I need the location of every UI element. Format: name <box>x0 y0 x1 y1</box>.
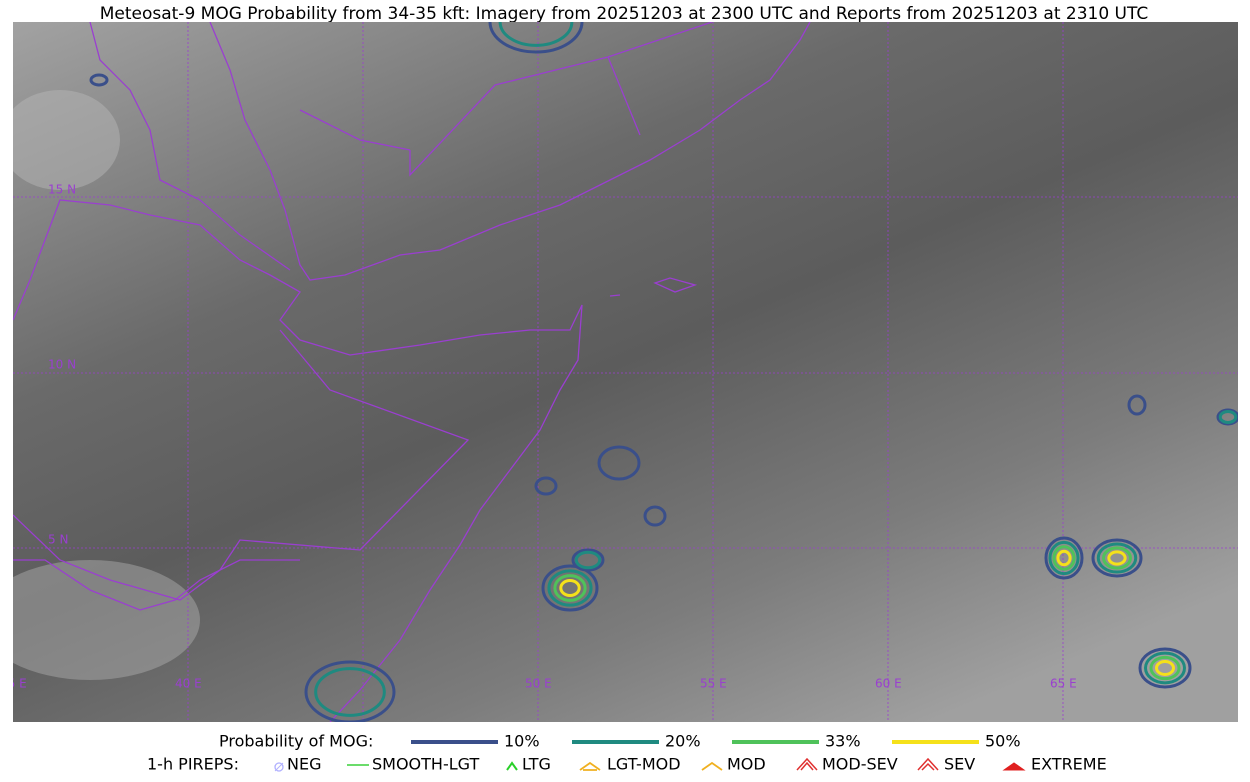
lon-label: 55 E <box>700 677 727 691</box>
contour <box>488 22 584 54</box>
satellite-image <box>13 22 1238 722</box>
contour <box>1056 549 1072 567</box>
lon-label: 60 E <box>875 677 902 691</box>
shape <box>209 22 811 281</box>
shape <box>13 559 300 611</box>
contour <box>1216 408 1238 426</box>
contour <box>1155 660 1175 676</box>
contour <box>498 22 574 47</box>
shape <box>506 761 518 771</box>
lon-label: 40 E <box>175 677 202 691</box>
contour <box>1091 538 1143 578</box>
lon-label: 35 E <box>0 677 27 691</box>
contour <box>1048 540 1080 576</box>
title: Meteosat-9 MOG Probability from 34-35 kf… <box>100 4 1149 24</box>
shape <box>609 277 698 297</box>
contour <box>559 579 581 597</box>
legend-label: 33% <box>825 732 861 751</box>
lat-label: 15 N <box>48 183 76 197</box>
lat-label: 10 N <box>48 358 76 372</box>
contour <box>1096 542 1138 574</box>
contour <box>571 548 605 572</box>
pirep-label: LTG <box>522 755 551 774</box>
shape <box>409 22 713 177</box>
shape <box>701 761 723 771</box>
pirep-label: EXTREME <box>1031 755 1107 774</box>
contour <box>1127 394 1147 416</box>
contour <box>1218 410 1238 424</box>
pireps-title: 1-h PIREPS: <box>147 755 239 774</box>
shape <box>274 762 284 772</box>
legend-title: Probability of MOG: <box>219 732 373 751</box>
shape <box>13 199 583 722</box>
contour <box>547 569 593 607</box>
contour <box>1052 545 1076 571</box>
contour <box>1149 655 1181 681</box>
pirep-label: NEG <box>287 755 321 774</box>
contour <box>574 550 602 570</box>
legend-label: 50% <box>985 732 1021 751</box>
contour <box>597 445 641 481</box>
pirep-label: SEV <box>944 755 975 774</box>
contour <box>534 476 558 496</box>
contour <box>314 667 386 717</box>
contour <box>1102 546 1132 570</box>
legend-label: 20% <box>665 732 701 751</box>
contour <box>643 505 667 527</box>
graticule: 15 N 10 N 5 N 35 E 40 E 50 E 55 E 60 E 65 E <box>0 22 1238 722</box>
contour <box>541 564 599 612</box>
contour <box>553 574 587 602</box>
pirep-label: LGT-MOD <box>607 755 681 774</box>
probability-contours <box>89 22 1238 722</box>
shape <box>13 560 200 680</box>
pirep-label: MOD-SEV <box>822 755 898 774</box>
shape <box>13 109 470 601</box>
lat-label: 5 N <box>48 533 68 547</box>
contour <box>1044 536 1084 580</box>
lon-label: 50 E <box>525 677 552 691</box>
legend-label: 10% <box>504 732 540 751</box>
legend: Probability of MOG: 1-h PIREPS: 10% 20% 33… <box>147 732 1107 774</box>
shape <box>796 757 818 771</box>
contour <box>1138 647 1192 689</box>
shape <box>13 90 120 190</box>
shape <box>1002 762 1026 771</box>
coastlines <box>13 22 811 722</box>
pirep-label: MOD <box>727 755 766 774</box>
contour <box>1107 550 1127 566</box>
map: 15 N 10 N 5 N 35 E 40 E 50 E 55 E 60 E 65 E <box>0 22 1238 722</box>
contour <box>89 73 109 87</box>
shape <box>917 757 939 771</box>
shape <box>579 761 601 771</box>
lon-label: 65 E <box>1050 677 1077 691</box>
contour <box>1144 651 1186 685</box>
pirep-label: SMOOTH-LGT <box>372 755 479 774</box>
shape <box>89 22 291 271</box>
line <box>274 762 284 772</box>
contour <box>304 660 396 722</box>
